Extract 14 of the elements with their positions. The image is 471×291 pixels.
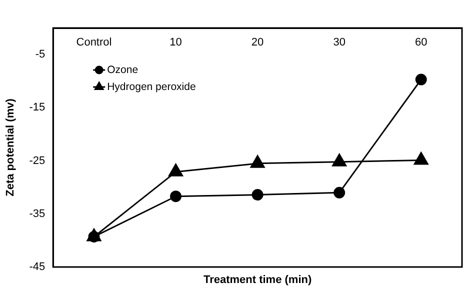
x-tick-label: 60 <box>414 36 428 49</box>
x-tick-label: Control <box>76 36 112 49</box>
legend-label: Ozone <box>107 64 138 76</box>
y-tick-label: -5 <box>35 48 46 61</box>
x-tick-label: 10 <box>170 36 182 49</box>
y-tick-label: -25 <box>29 154 46 167</box>
legend-label: Hydrogen peroxide <box>107 80 196 93</box>
x-tick-label: 20 <box>251 36 264 49</box>
x-tick-label: 30 <box>333 36 346 49</box>
y-tick-label: -45 <box>29 261 46 274</box>
y-axis-title: Zeta potential (mv) <box>4 98 17 196</box>
y-tick-label: -15 <box>29 102 46 114</box>
y-tick-label: -35 <box>29 208 46 220</box>
x-axis-title: Treatment time (min) <box>203 274 312 286</box>
